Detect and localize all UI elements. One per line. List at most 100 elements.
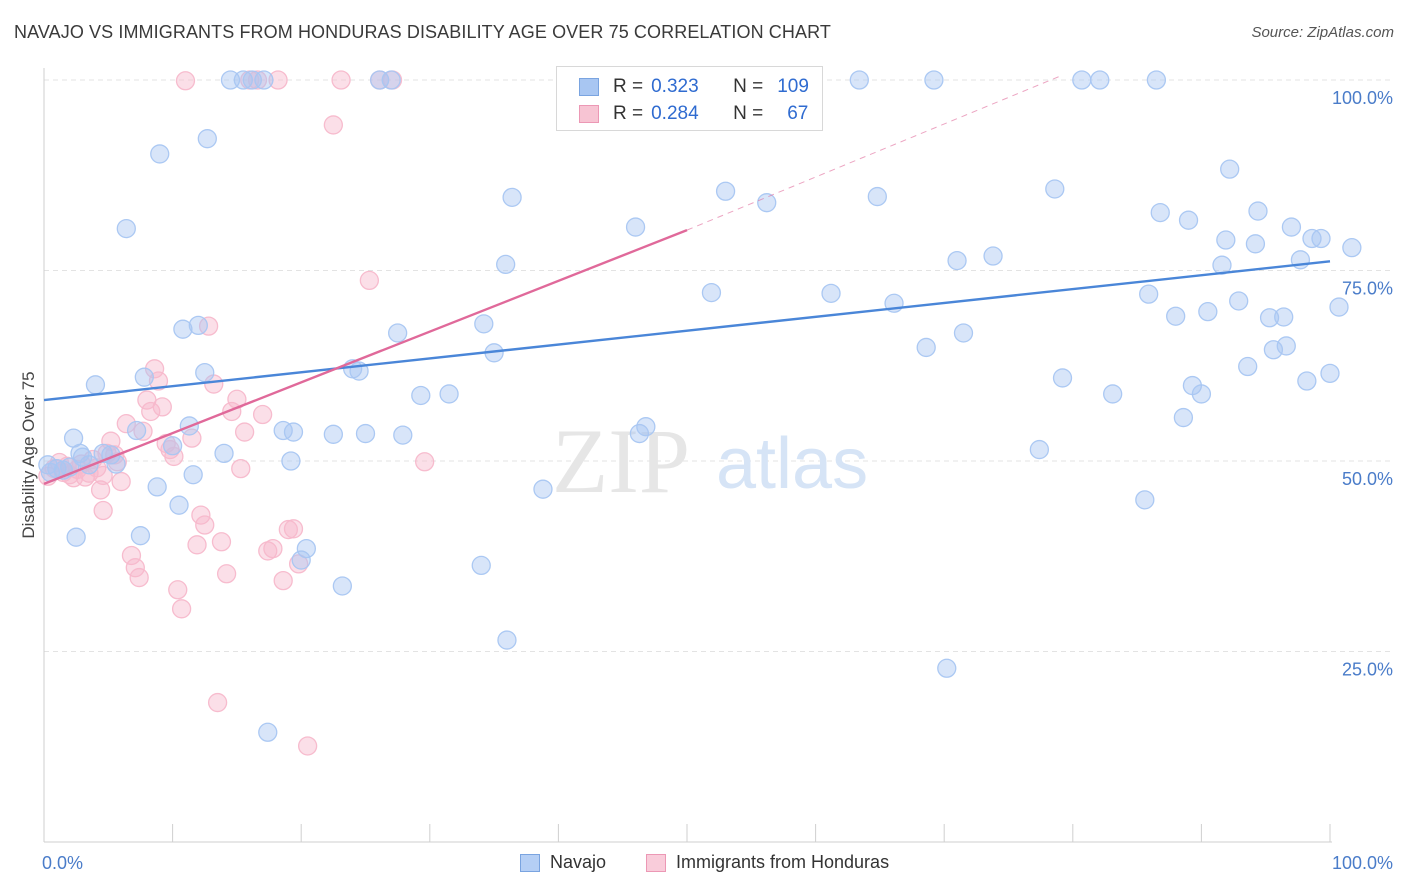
point-honduras (116, 414, 136, 434)
point-navajo (1103, 384, 1123, 404)
n-label: N = (733, 76, 764, 97)
point-navajo (1029, 439, 1050, 460)
point-honduras (187, 535, 207, 555)
n-value: 67 (787, 103, 809, 124)
point-navajo (1238, 356, 1258, 377)
point-navajo (1150, 202, 1170, 223)
point-honduras (125, 558, 145, 578)
point-navajo (72, 447, 93, 467)
point-honduras (231, 458, 251, 479)
point-honduras (90, 480, 111, 500)
point-honduras (252, 404, 273, 425)
point-honduras (171, 599, 192, 619)
point-navajo (150, 144, 170, 164)
legend-swatch-honduras (579, 105, 599, 123)
point-navajo (953, 323, 974, 343)
y-tick-label: 25.0% (1342, 660, 1393, 680)
point-honduras (273, 570, 293, 591)
point-navajo (916, 337, 936, 358)
point-honduras (247, 70, 268, 90)
point-honduras (283, 519, 304, 539)
point-navajo (283, 422, 304, 442)
point-honduras (152, 397, 172, 417)
grid-lines (44, 79, 1392, 652)
point-honduras (268, 70, 288, 90)
point-honduras (195, 515, 215, 535)
x-tick-label: 100.0% (1332, 853, 1393, 873)
chart-title: NAVAJO VS IMMIGRANTS FROM HONDURAS DISAB… (14, 22, 831, 42)
point-honduras (129, 567, 149, 588)
point-navajo (387, 323, 408, 343)
point-honduras (207, 692, 228, 713)
y-axis-label: Disability Age Over 75 (19, 371, 38, 538)
point-navajo (1166, 306, 1186, 326)
point-navajo (867, 186, 887, 207)
point-navajo (947, 250, 967, 271)
r-label: R = (613, 103, 644, 124)
point-navajo (1045, 179, 1065, 199)
legend-row-navajo: R = 0.323 N = 109 (579, 74, 809, 100)
r-label: R = (613, 76, 644, 97)
point-navajo (1329, 297, 1349, 317)
point-navajo (197, 129, 217, 149)
point-navajo (937, 658, 957, 678)
point-navajo (1090, 70, 1110, 90)
point-honduras (93, 465, 113, 486)
point-navajo (474, 314, 494, 334)
legend-label-honduras: Immigrants from Honduras (676, 852, 890, 872)
point-navajo (1173, 407, 1194, 428)
point-honduras (121, 545, 142, 566)
point-honduras (182, 428, 202, 448)
point-honduras (168, 580, 188, 600)
point-navajo (1052, 368, 1073, 388)
point-honduras (278, 519, 298, 540)
point-navajo (1245, 234, 1266, 254)
point-navajo (502, 187, 522, 207)
point-navajo (1281, 217, 1302, 237)
point-navajo (195, 362, 215, 383)
n-label: N = (733, 103, 764, 124)
source-credit: Source: ZipAtlas.com (1251, 24, 1394, 41)
point-navajo (1198, 301, 1218, 322)
point-navajo (162, 436, 183, 456)
point-navajo (757, 193, 777, 213)
point-navajo (332, 576, 353, 596)
watermark-zip: ZIP (552, 410, 690, 512)
legend-label-navajo: Navajo (550, 852, 607, 872)
point-navajo (1146, 70, 1167, 90)
point-navajo (85, 375, 106, 395)
point-navajo (1259, 308, 1280, 328)
watermark: ZIP atlas (552, 410, 868, 512)
point-navajo (1220, 159, 1240, 179)
series-legend: Navajo Immigrants from Honduras (0, 852, 1406, 878)
point-navajo (1311, 228, 1331, 249)
series-navajo (38, 70, 1362, 742)
point-honduras (216, 564, 237, 584)
point-navajo (1320, 363, 1340, 384)
trend-line-honduras (43, 228, 688, 485)
point-navajo (323, 424, 344, 444)
x-tick-label: 0.0% (42, 853, 83, 873)
legend-row-honduras: R = 0.284 N = 67 (579, 101, 808, 127)
axes (43, 68, 1332, 843)
point-honduras (93, 500, 113, 521)
point-navajo (1229, 291, 1249, 311)
point-navajo (983, 246, 1003, 266)
point-navajo (636, 417, 656, 437)
point-honduras (359, 270, 380, 291)
point-navajo (701, 282, 722, 303)
legend-item-honduras[interactable]: Immigrants from Honduras (646, 852, 889, 873)
point-honduras (331, 70, 351, 90)
point-navajo (188, 315, 208, 336)
point-navajo (1274, 307, 1294, 327)
legend-item-navajo[interactable]: Navajo (520, 852, 606, 873)
legend-swatch-honduras (646, 853, 666, 872)
point-navajo (66, 527, 86, 547)
point-navajo (821, 283, 841, 304)
point-navajo (381, 70, 401, 90)
point-navajo (1248, 201, 1268, 221)
point-navajo (471, 555, 491, 576)
point-navajo (254, 70, 274, 90)
point-navajo (147, 477, 167, 497)
point-honduras (323, 115, 344, 135)
